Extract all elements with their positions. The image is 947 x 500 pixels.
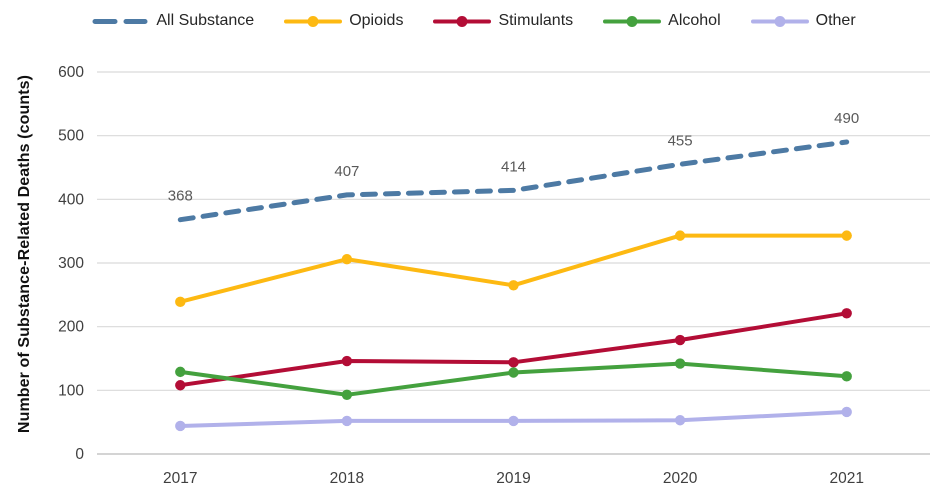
chart-legend: All Substance Opioids Stimulants Alcohol Oth… [0,13,947,29]
legend-item-stimulants: Stimulants [433,13,573,29]
data-label-all-substance: 455 [668,132,693,149]
series-marker-opioids [841,230,852,241]
data-label-all-substance: 407 [334,163,359,180]
series-marker-alcohol [341,389,353,400]
legend-marker-other [750,15,809,27]
legend-marker-all-substance [92,18,148,24]
series-marker-other [175,420,186,432]
x-tick-label: 2019 [496,470,530,487]
x-tick-label: 2020 [663,470,698,487]
series-marker-other [674,415,686,426]
y-tick-label: 500 [58,128,84,145]
legend-label-alcohol: Alcohol [668,12,721,29]
legend-marker-stimulants [433,15,492,27]
data-label-all-substance: 414 [501,158,526,175]
x-tick-label: 2021 [829,470,863,487]
y-tick-label: 400 [58,191,84,208]
legend-item-all-substance: All Substance [91,13,254,29]
series-marker-alcohol [508,367,519,378]
legend-item-alcohol: Alcohol [603,12,721,29]
y-tick-label: 300 [58,255,84,272]
series-line-opioids [178,233,849,304]
series-marker-opioids [508,280,519,291]
y-tick-label: 0 [75,446,84,463]
series-marker-other [508,415,519,427]
y-axis-title: Number of Substance-Related Deaths (coun… [16,74,33,434]
series-line-all-substance [177,139,850,223]
legend-label-opioids: Opioids [349,12,404,29]
y-tick-label: 600 [58,64,84,81]
series-marker-stimulants [841,308,852,319]
data-label-all-substance: 368 [168,188,193,205]
series-marker-opioids [175,296,186,308]
series-marker-stimulants [341,355,353,367]
series-marker-stimulants [508,357,519,368]
series-marker-opioids [341,253,353,265]
legend-label-all-substance: All Substance [156,12,255,29]
series-marker-opioids [674,230,686,241]
legend-marker-alcohol [603,15,662,27]
y-tick-label: 200 [58,319,84,336]
x-tick-label: 2017 [163,470,197,487]
series-marker-stimulants [175,380,186,391]
legend-label-stimulants: Stimulants [498,12,574,29]
series-marker-stimulants [674,334,686,346]
series-marker-alcohol [175,366,186,378]
x-tick-label: 2018 [330,470,364,487]
legend-label-other: Other [815,12,856,29]
y-tick-label: 100 [58,382,84,399]
series-marker-alcohol [674,358,686,369]
legend-item-other: Other [750,12,856,29]
series-marker-alcohol [841,371,852,382]
data-label-all-substance: 490 [834,110,859,127]
legend-marker-opioids [284,15,343,27]
series-marker-other [341,415,353,427]
legend-item-opioids: Opioids [284,13,403,29]
series-marker-other [841,406,852,418]
